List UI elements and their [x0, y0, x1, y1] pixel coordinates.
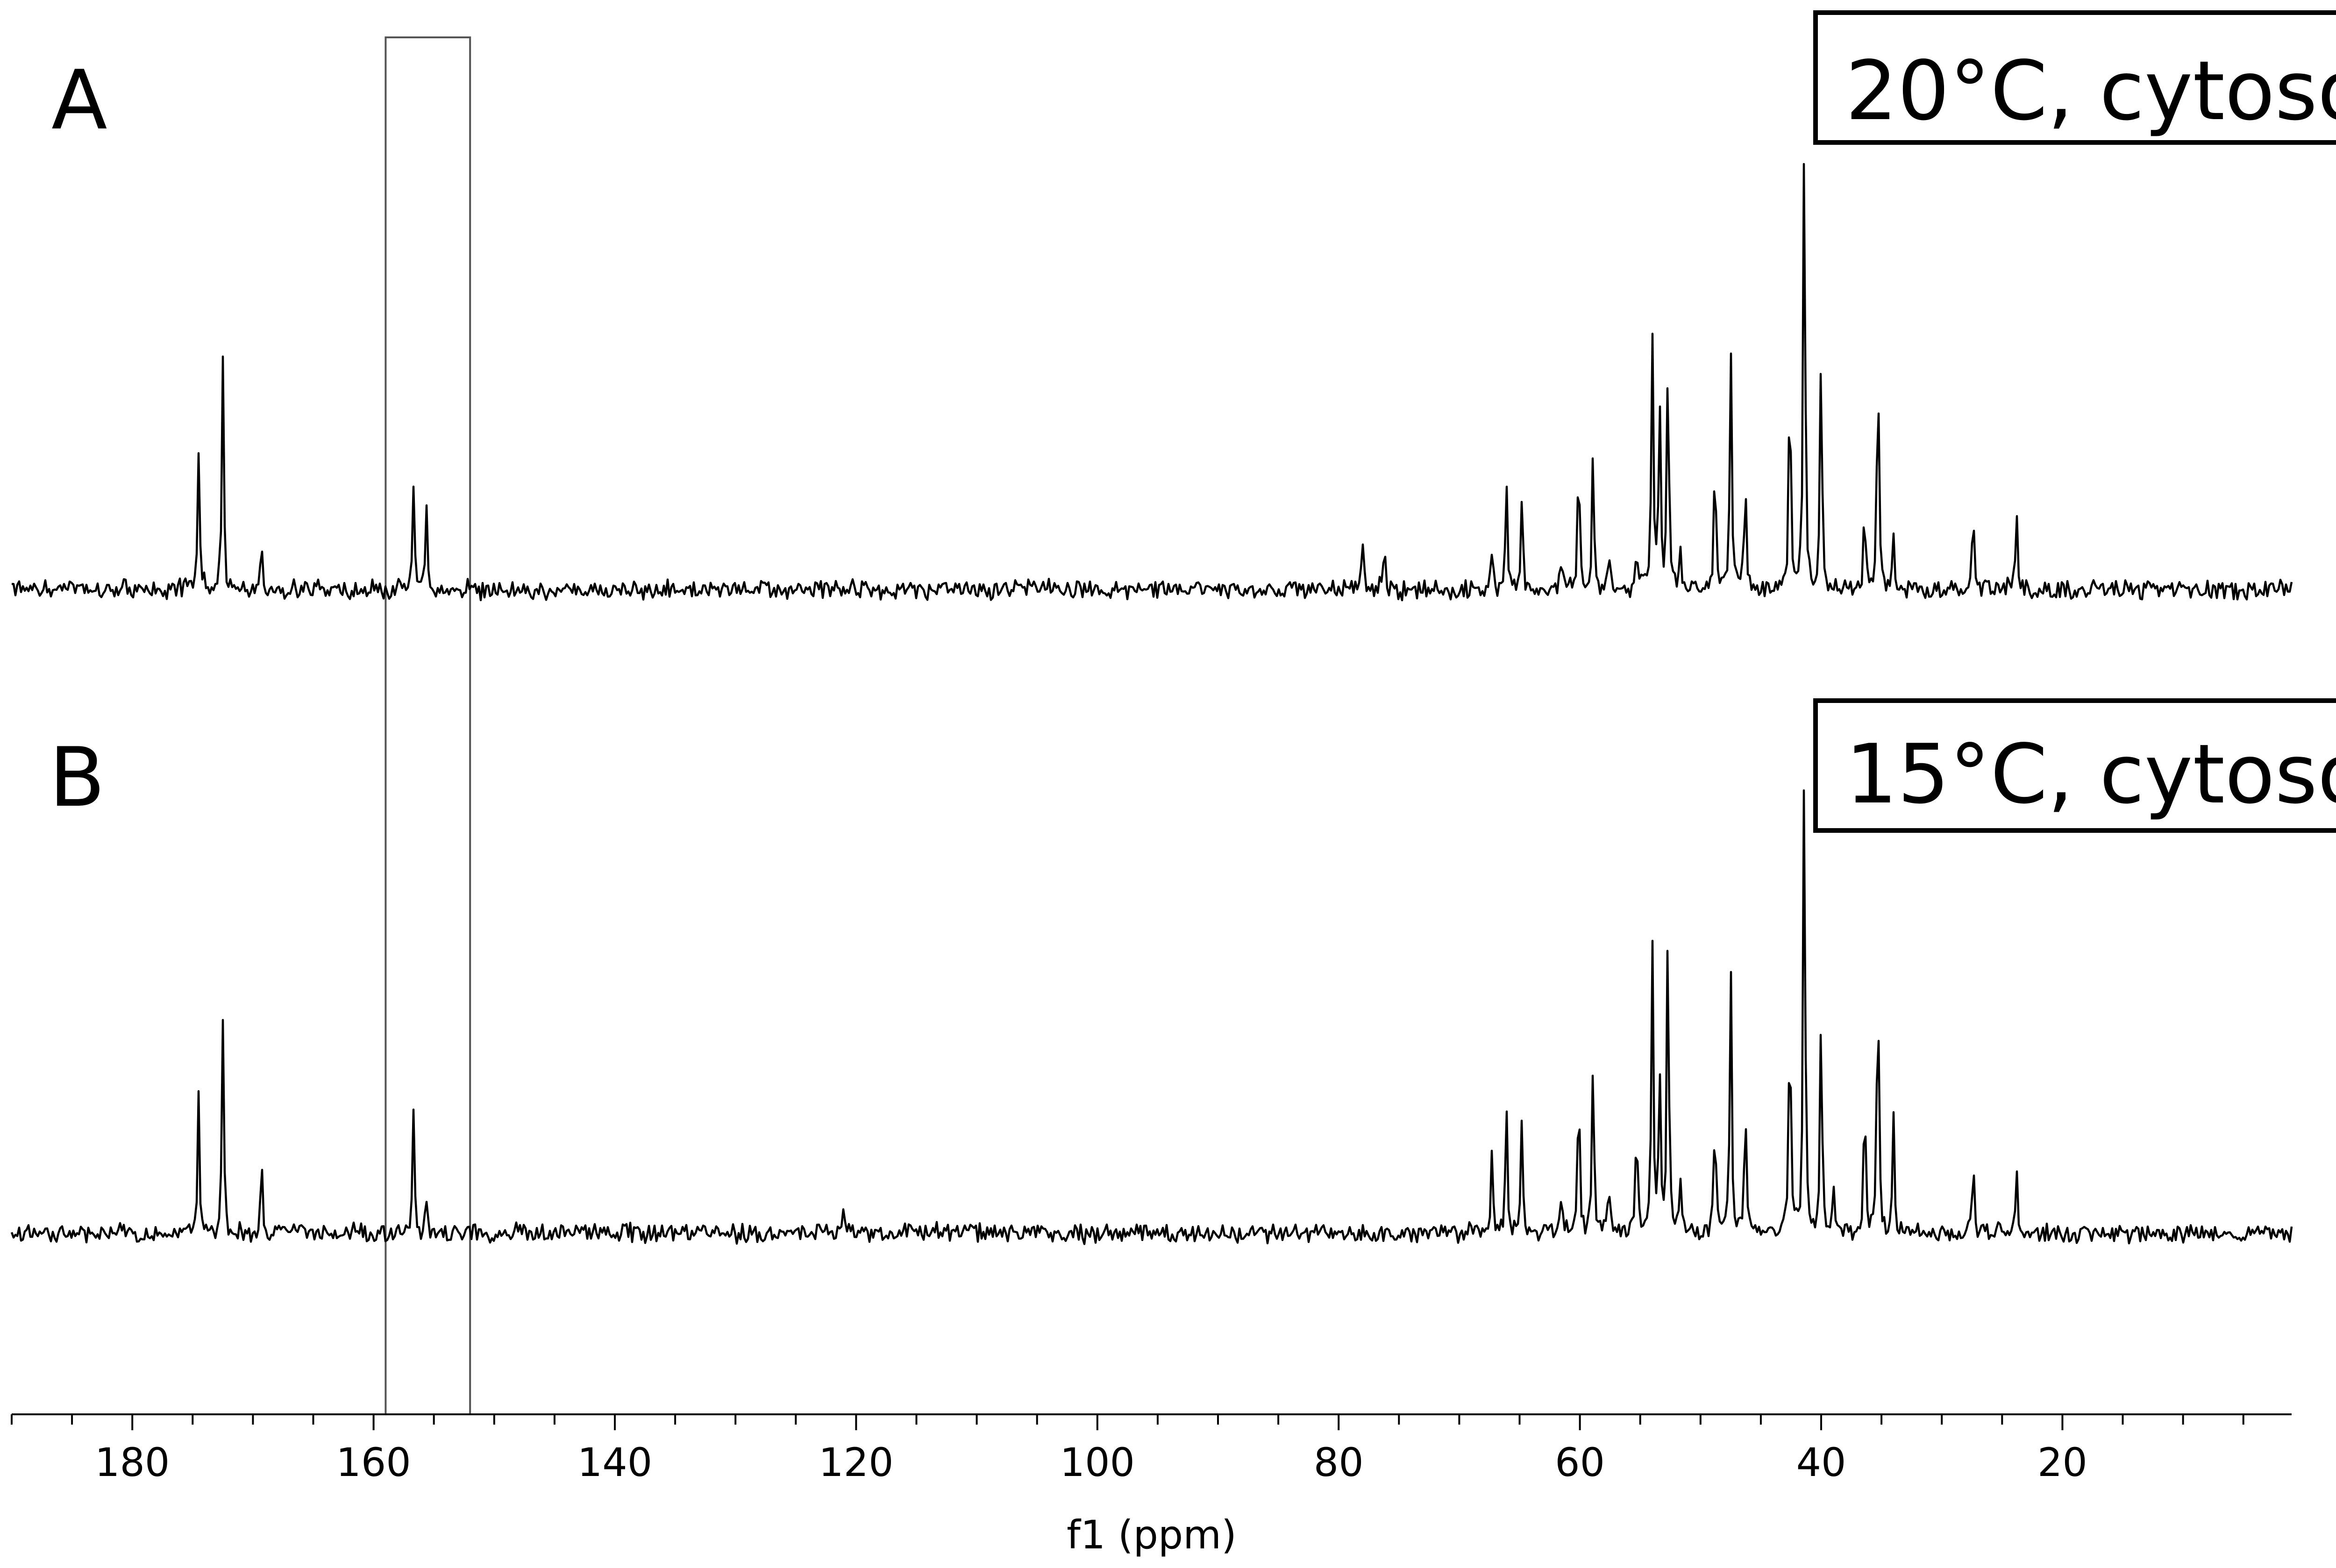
x-axis: 180 160 140 120 100 80 60 40 20 f1 (ppm) — [11, 1413, 2292, 1558]
x-tick-label: 140 — [577, 1440, 652, 1485]
spectrum-panel-a: A 20°C, cytosol — [11, 10, 2336, 602]
condition-box-b — [1813, 698, 2336, 833]
x-axis-title: f1 (ppm) — [1067, 1512, 1237, 1558]
x-tick-label: 80 — [1314, 1440, 1364, 1485]
condition-label-b: 15°C, cytosol — [1845, 727, 2336, 822]
x-tick-label: 160 — [336, 1440, 411, 1485]
x-tick-label: 180 — [95, 1440, 170, 1485]
panel-label-a: A — [51, 53, 107, 148]
condition-box-a — [1813, 10, 2336, 145]
x-tick-label: 40 — [1796, 1440, 1846, 1485]
panel-label-b: B — [49, 731, 105, 825]
x-tick-label: 120 — [819, 1440, 893, 1485]
spectrum-trace-a — [11, 163, 2293, 602]
condition-label-a: 20°C, cytosol — [1845, 44, 2336, 139]
spectrum-panel-b: B 15°C, cytosol — [10, 698, 2336, 1245]
x-tick-label: 20 — [2037, 1440, 2087, 1485]
x-tick-label: 100 — [1060, 1440, 1135, 1485]
x-tick-label: 60 — [1555, 1440, 1605, 1485]
spectrum-trace-b — [10, 789, 2293, 1245]
x-axis-ticks: 180 160 140 120 100 80 60 40 20 — [11, 1414, 2244, 1485]
